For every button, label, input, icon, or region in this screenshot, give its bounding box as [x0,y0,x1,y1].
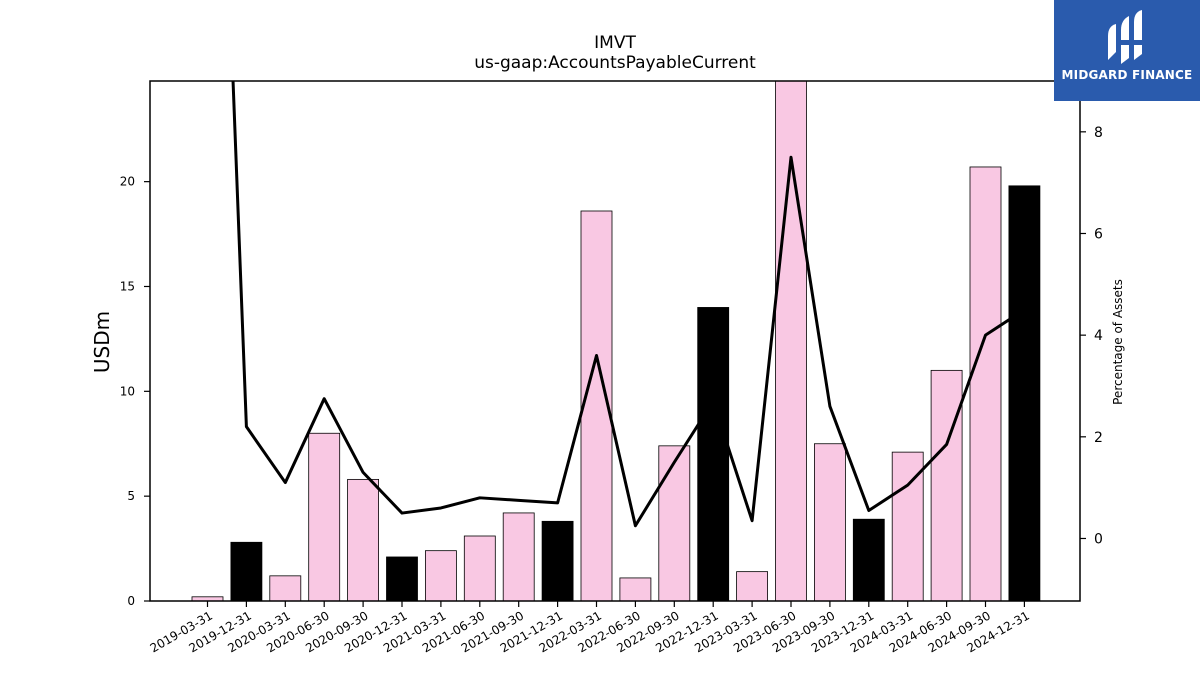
y2-axis-label: Percentage of Assets [1111,279,1125,405]
midgard-logo-icon [1108,10,1142,64]
y-axis-right: 0 2 4 6 8 [1080,125,1103,547]
ratio-line-group [231,81,1026,528]
bar-2022-06-30 [619,577,652,602]
y2-tick-label: 2 [1094,430,1103,446]
bar-2024-09-30 [969,166,1002,602]
bar-2021-06-30 [463,535,496,602]
bar-2021-09-30 [502,512,535,602]
x-axis: 2019-03-312019-12-312020-03-312020-06-30… [148,601,1032,655]
y2-tick-label: 8 [1094,125,1103,141]
bar-2022-09-30 [658,445,691,602]
bar-2021-03-31 [424,550,457,602]
bar-2022-12-31 [697,307,730,602]
bar-2023-03-31 [736,571,768,602]
bar-2023-12-31 [852,518,885,602]
bar-2024-12-31 [1008,185,1041,602]
y2-tick-label: 6 [1094,226,1103,242]
bar-2021-12-31 [541,520,574,602]
chart-subtitle: us-gaap:AccountsPayableCurrent [474,53,756,73]
bar-2023-09-30 [814,443,846,602]
y2-tick-label: 4 [1094,328,1103,344]
bar-2019-12-31 [230,541,263,602]
y-tick-label: 10 [120,384,135,398]
bar-2024-06-30 [930,369,963,602]
y2-tick-label: 0 [1094,531,1103,547]
bar-2020-06-30 [308,432,341,602]
y-tick-label: 0 [127,594,135,608]
y-axis-left: 0 5 10 15 20 [120,175,150,608]
bar-2024-03-31 [891,451,924,602]
y-axis-label: USDm [90,311,114,373]
ratio-line [231,81,1026,528]
y-tick-label: 5 [127,489,135,503]
chart-title: IMVT [594,33,636,53]
bar-2020-03-31 [269,575,302,602]
plot-frame [149,80,1081,602]
bar-group [191,80,1041,602]
logo-text: MIDGARD FINANCE [1061,68,1193,82]
midgard-finance-logo: MIDGARD FINANCE [1054,0,1200,101]
y-tick-label: 15 [120,279,135,293]
bar-2020-12-31 [386,556,418,602]
y-tick-label: 20 [120,175,135,189]
bar-2020-09-30 [347,478,380,602]
